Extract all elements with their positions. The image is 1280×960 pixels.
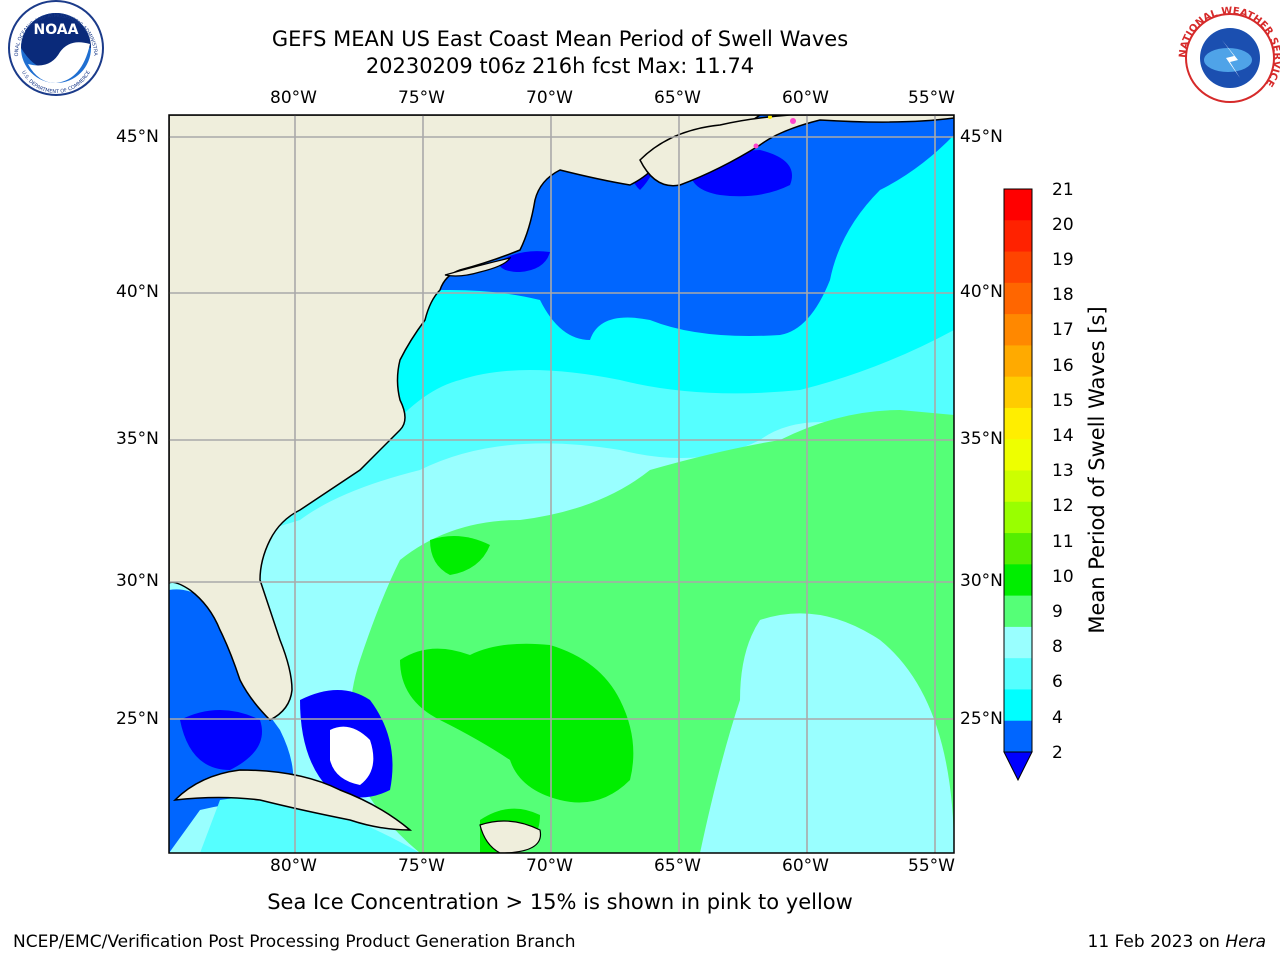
colorbar-segment [1004,658,1032,690]
colorbar-segment [1004,376,1032,409]
colorbar-tick: 12 [1052,496,1074,516]
colorbar-tick: 10 [1052,567,1074,587]
lon-label-top: 65°W [654,88,701,108]
lon-label-bottom: 65°W [654,856,701,876]
lon-label-bottom: 55°W [908,856,955,876]
hispaniola-landmass [479,820,542,853]
lat-label-right: 35°N [960,429,1003,449]
lat-label-left: 30°N [116,571,159,591]
footer-date: 11 Feb 2023 on Hera [1088,932,1266,952]
map-title: GEFS MEAN US East Coast Mean Period of S… [271,27,849,51]
us-landmass [169,115,762,721]
bahamas-bank-nodata [330,726,374,785]
sea-ice-marker [753,143,759,149]
colorbar-segment [1004,470,1032,503]
colorbar-segment [1004,314,1032,346]
noaa-logo: NOAA NATIONAL OCEANIC AND ATMOSPHERIC AD… [0,0,104,96]
lat-label-left: 45°N [116,127,159,147]
colorbar-label: Mean Period of Swell Waves [s] [1085,306,1109,634]
colorbar-segment [1004,220,1032,253]
colorbar-tick: 14 [1052,426,1074,446]
lon-label-top: 80°W [270,88,317,108]
lat-label-right: 40°N [960,282,1003,302]
colorbar-tick: 17 [1052,320,1074,340]
colorbar-tick: 4 [1052,708,1063,728]
swell-band-lt2-long-island [498,251,550,272]
swell-band-10-11-patch [430,536,490,575]
colorbar-segment [1004,345,1032,378]
footer-host: Hera [1225,932,1266,952]
footer-date-text: 11 Feb 2023 on [1087,932,1226,952]
lon-label-bottom: 60°W [782,856,829,876]
lon-label-top: 55°W [908,88,955,108]
colorbar-segment [1004,595,1032,628]
colorbar-segment [1004,439,1032,471]
lon-label-bottom: 75°W [398,856,445,876]
colorbar-segment [1004,282,1032,315]
colorbar-tick: 11 [1052,532,1074,552]
colorbar-tick: 15 [1052,391,1074,411]
colorbar-segment [1004,407,1032,440]
colorbar-tick: 19 [1052,250,1074,270]
lon-label-bottom: 70°W [526,856,573,876]
lat-label-left: 35°N [116,429,159,449]
swell-period-map [169,115,954,853]
map-frame [168,114,955,854]
sea-ice-marker [768,115,772,119]
colorbar-tick: 13 [1052,461,1074,481]
noaa-logo-text: NOAA [34,22,79,38]
colorbar-tick: 6 [1052,672,1063,692]
lat-label-left: 25°N [116,709,159,729]
lat-label-right: 25°N [960,709,1003,729]
swell-band-10-11-central [400,643,634,803]
swell-band-lt2-florida-straits [180,710,262,770]
footer-credit: NCEP/EMC/Verification Post Processing Pr… [13,932,576,952]
lat-label-right: 45°N [960,127,1003,147]
nova-scotia-landmass [639,115,954,187]
map-subtitle: 20230209 t06z 216h fcst Max: 11.74 [365,54,755,78]
long-island [444,257,512,277]
colorbar-tick: 2 [1052,743,1063,763]
lon-label-top: 75°W [398,88,445,108]
colorbar-segment [1004,189,1032,221]
lon-label-top: 70°W [526,88,573,108]
colorbar-frame [1003,188,1033,753]
colorbar-tick: 9 [1052,602,1063,622]
sea-ice-marker [790,118,796,124]
colorbar-tick: 18 [1052,285,1074,305]
colorbar-tick: 16 [1052,356,1074,376]
colorbar [1003,188,1033,782]
sea-ice-note: Sea Ice Concentration > 15% is shown in … [267,890,853,914]
nws-logo: NATIONAL WEATHER SERVICE [1178,6,1280,103]
colorbar-segment [1004,501,1032,534]
colorbar-segment [1004,533,1032,565]
lat-label-left: 40°N [116,282,159,302]
cuba-landmass [172,769,413,831]
colorbar-tick: 21 [1052,180,1074,200]
colorbar-tick: 20 [1052,215,1074,235]
colorbar-segment [1004,564,1032,597]
swell-band-6-8-caribbean [200,796,420,853]
colorbar-segment [1004,689,1032,722]
map-gridlines [169,115,954,853]
colorbar-segment [1004,251,1032,284]
colorbar-extend-arrow [1003,751,1033,782]
lat-label-right: 30°N [960,571,1003,591]
colorbar-segment [1004,626,1032,659]
swell-band-8-9-southeast [700,613,954,853]
colorbar-tick: 8 [1052,637,1063,657]
lon-label-bottom: 80°W [270,856,317,876]
lon-label-top: 60°W [782,88,829,108]
colorbar-segment [1004,720,1032,753]
